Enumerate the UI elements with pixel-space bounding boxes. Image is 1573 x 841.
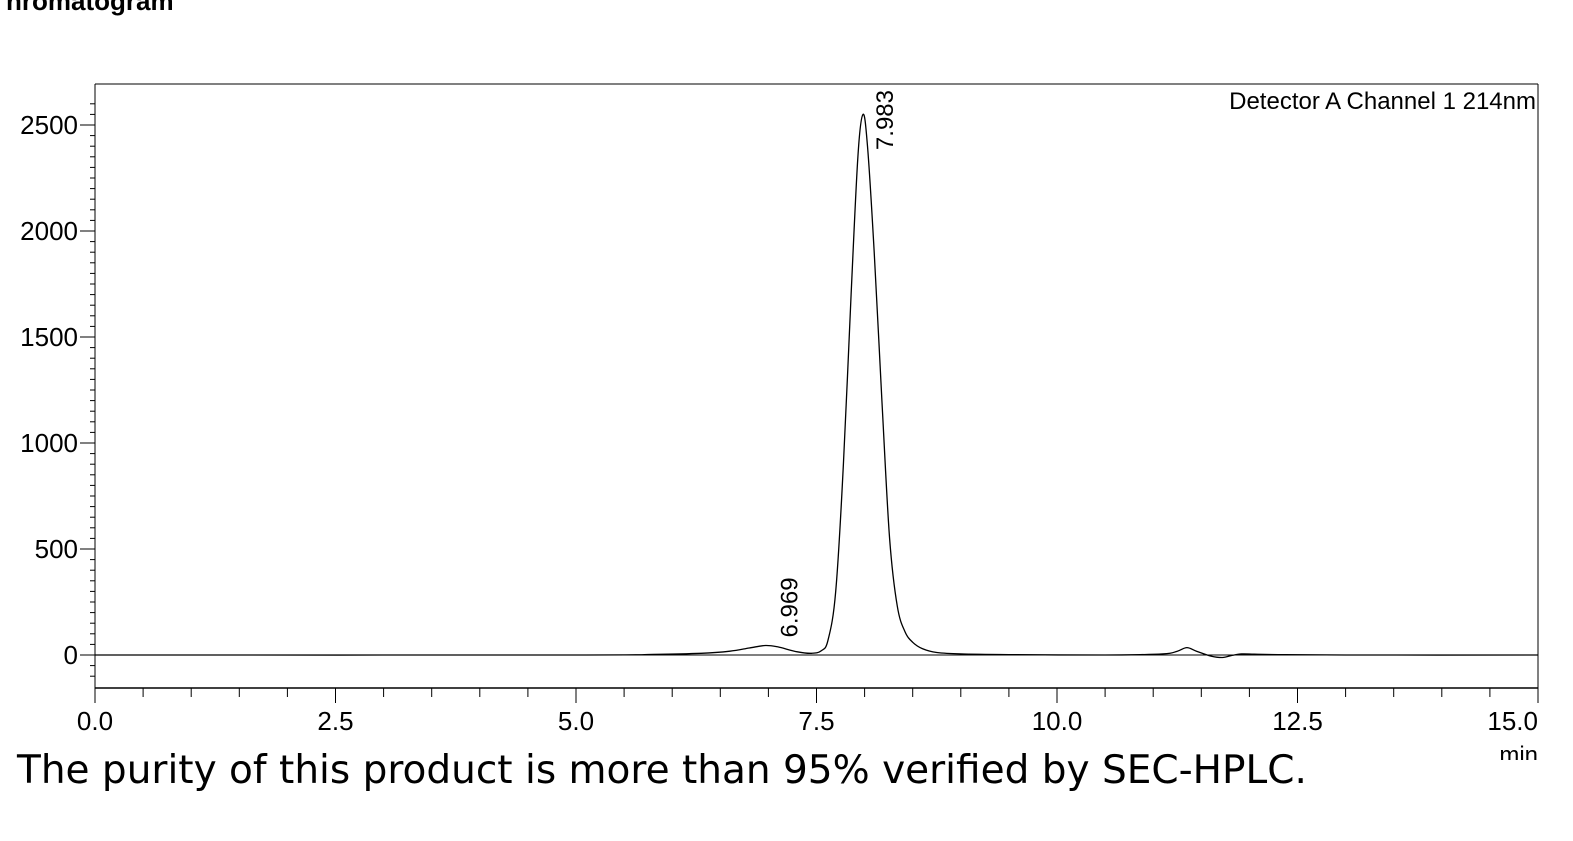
purity-caption: The purity of this product is more than … [17,748,1307,793]
chromatogram-chart: 0 500 1000 1500 2000 2500 0.0 2.5 5.0 7.5 10.0 12.… [20,83,1539,760]
y-axis-ticks: 0 500 1000 1500 2000 2500 [20,103,95,677]
x-tick-label: 12.5 [1272,706,1323,736]
detector-label: Detector A Channel 1 214nm [1229,88,1536,115]
plot-frame [94,83,1539,689]
y-tick-label: 1500 [20,322,78,352]
peak-label: 7.983 [872,90,899,150]
y-tick-label: 1000 [20,428,78,458]
peak-labels: 6.969 7.983 [776,90,899,637]
peak-label: 6.969 [776,577,803,637]
x-tick-label: 15.0 [1487,706,1538,736]
x-axis-ticks: 0.0 2.5 5.0 7.5 10.0 12.5 15.0 [77,688,1539,736]
x-tick-label: 10.0 [1032,706,1083,736]
x-axis-unit-label: min [1499,742,1538,760]
y-tick-label: 500 [35,534,78,564]
y-tick-label: 0 [64,640,78,670]
chromatogram-heading: hromatogram [6,0,174,16]
y-tick-label: 2500 [20,110,78,140]
x-tick-label: 0.0 [77,706,113,736]
y-tick-label: 2000 [20,216,78,246]
x-tick-label: 2.5 [317,706,353,736]
x-tick-label: 5.0 [558,706,594,736]
chromatogram-trace [94,113,1539,659]
x-tick-label: 7.5 [798,706,834,736]
